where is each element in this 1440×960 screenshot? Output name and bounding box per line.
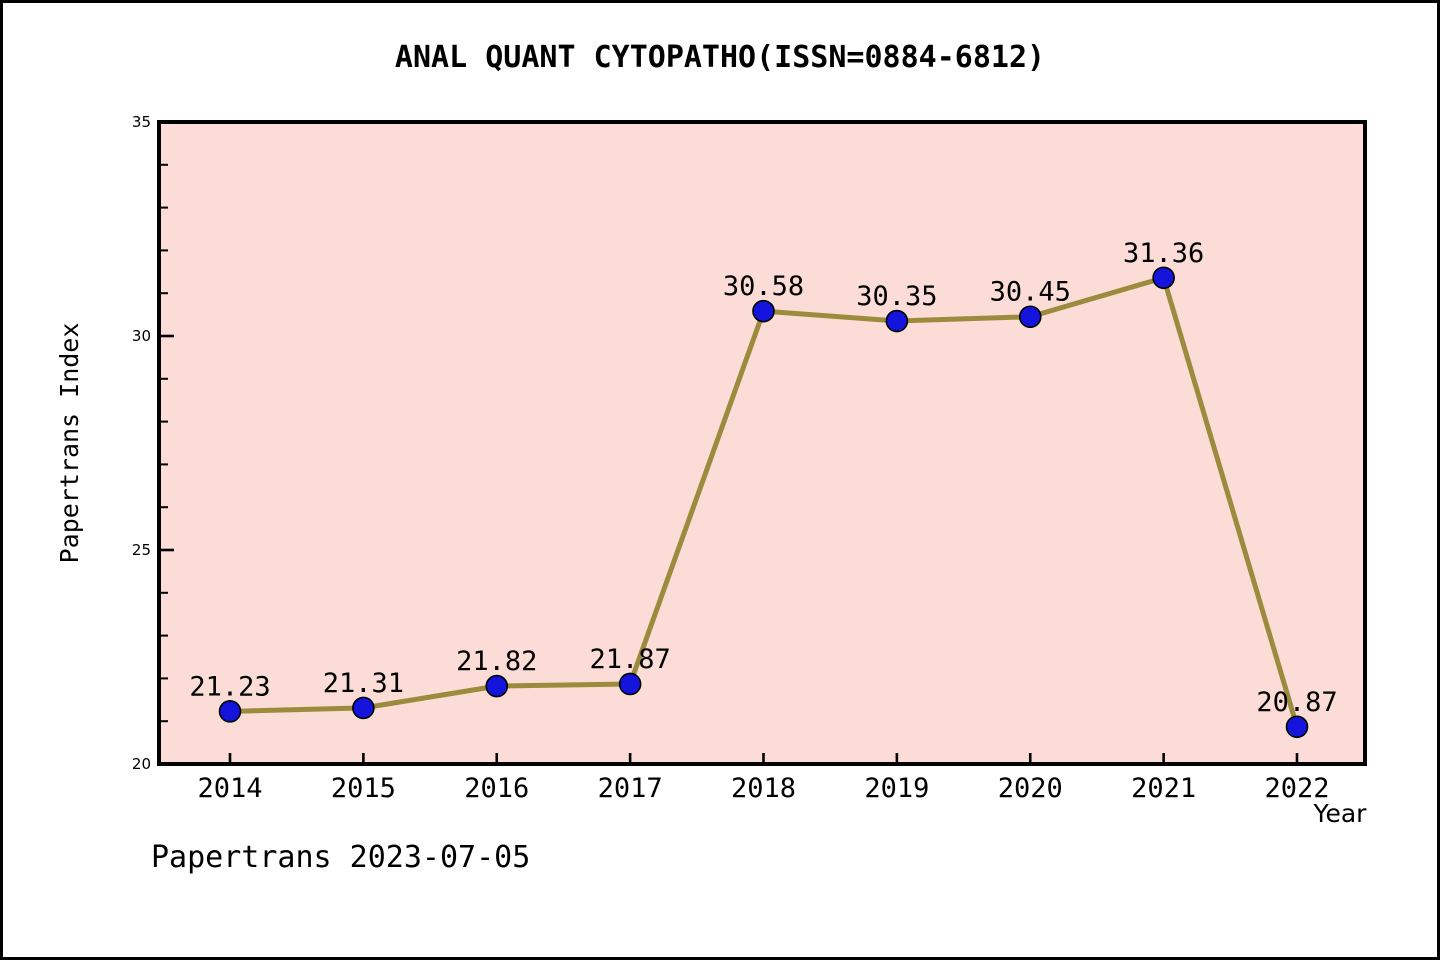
- data-point-label: 31.36: [1123, 238, 1204, 269]
- data-point-marker: [1285, 715, 1309, 739]
- x-tick-label: 2017: [598, 773, 663, 804]
- data-point-label: 30.35: [856, 281, 937, 312]
- data-point-label: 21.23: [189, 671, 270, 702]
- data-point-marker: [885, 309, 909, 333]
- data-point-label: 21.31: [323, 668, 404, 699]
- data-point-marker: [752, 299, 775, 323]
- data-point-label: 21.82: [456, 646, 537, 677]
- y-tick-label: 35: [132, 113, 151, 131]
- data-point-marker: [1152, 266, 1175, 290]
- plot-background: [159, 122, 1365, 764]
- data-point-label: 30.58: [723, 271, 804, 302]
- data-point-label: 30.45: [990, 277, 1071, 308]
- plot-border: [157, 120, 1367, 766]
- x-tick-label: 2021: [1131, 773, 1196, 804]
- x-tick-label: 2016: [464, 773, 529, 804]
- x-tick-label: 2019: [864, 773, 929, 804]
- data-point-marker: [618, 672, 642, 696]
- x-axis-label: Year: [1313, 799, 1368, 828]
- data-point-marker: [218, 700, 242, 723]
- x-tick-label: 2020: [998, 773, 1063, 804]
- y-axis-label: Papertrans Index: [55, 323, 84, 564]
- y-tick-label: 25: [132, 541, 151, 559]
- y-tick-label: 30: [132, 327, 151, 345]
- data-point-label: 21.87: [589, 644, 670, 675]
- x-tick-label: 2022: [1264, 773, 1329, 804]
- x-tick-label: 2018: [731, 773, 796, 804]
- chart-title: ANAL QUANT CYTOPATHO(ISSN=0884-6812): [394, 40, 1046, 75]
- x-tick-label: 2014: [197, 773, 262, 804]
- x-tick-label: 2015: [331, 773, 396, 804]
- data-point-marker: [1018, 305, 1042, 329]
- data-point-marker: [485, 674, 509, 698]
- y-tick-label: 20: [132, 755, 151, 773]
- line-chart: 20 25 30 35 2014 2015 2016 2017 2018 2019 2020 2021…: [55, 113, 1368, 828]
- footer-watermark: Papertrans 2023-07-05: [151, 840, 531, 875]
- data-point-label: 20.87: [1256, 687, 1337, 718]
- data-point-marker: [352, 696, 375, 720]
